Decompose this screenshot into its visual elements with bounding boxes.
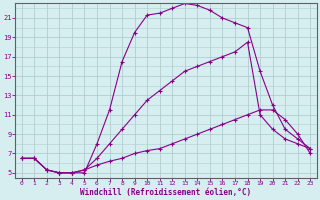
X-axis label: Windchill (Refroidissement éolien,°C): Windchill (Refroidissement éolien,°C) [80, 188, 252, 197]
